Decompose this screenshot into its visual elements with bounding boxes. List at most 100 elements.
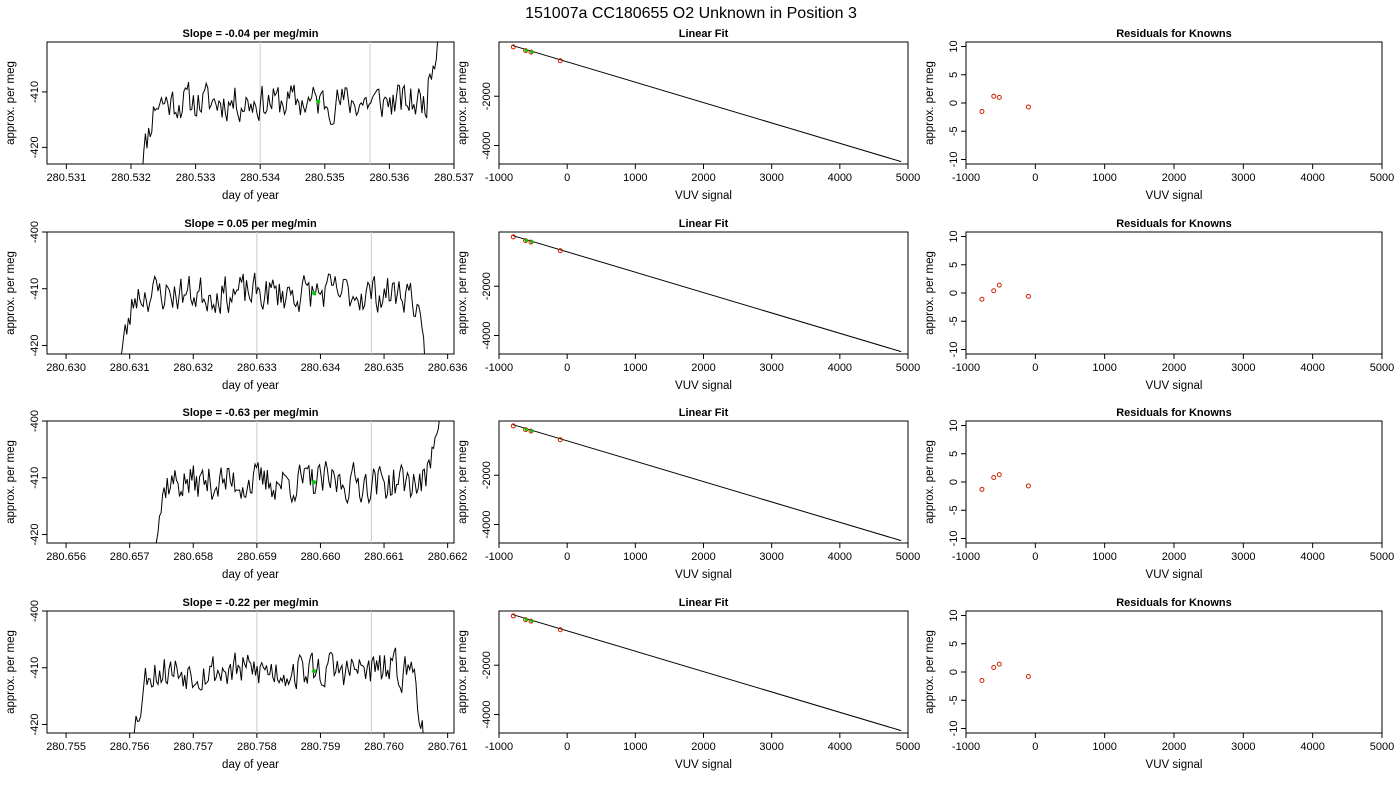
x-tick-label: 4000 [1300,551,1324,563]
measurement-trace [133,647,424,733]
x-axis-label: VUV signal [675,380,732,392]
x-tick-label: 4000 [828,172,852,184]
panel-timeseries-row1: Slope = -0.04 per meg/min 280.531 280.532 2… [5,28,474,202]
x-tick-label: 4000 [1300,172,1324,184]
unknown-point [524,617,528,621]
y-axis-label: approx. per meg [924,251,936,335]
x-tick-label: 280.659 [237,551,277,563]
x-tick-label: 0 [564,172,570,184]
x-axis-label: VUV signal [675,190,732,202]
x-tick-label: 280.760 [364,741,404,753]
panel-title: Slope = -0.04 per meg/min [182,28,318,40]
y-tick-label: -410 [29,278,41,300]
y-tick-label: 0 [948,479,960,485]
x-tick-label: 0 [1032,741,1038,753]
unknown-point [530,50,534,54]
panel-timeseries-row4: Slope = -0.22 per meg/min 280.755 280.756 2… [5,597,468,771]
y-tick-label: 10 [948,609,960,621]
y-tick-label: 10 [948,419,960,431]
x-tick-label: 0 [564,551,570,563]
plot-area [510,423,902,542]
x-tick-label: 5000 [896,741,920,753]
y-tick-label: 5 [948,451,960,457]
residual-point [991,288,997,294]
x-axis-label: VUV signal [675,759,732,771]
x-tick-label: 0 [1032,551,1038,563]
unknown-point [530,240,534,244]
y-tick-label: 0 [948,290,960,296]
x-tick-label: 280.756 [110,741,150,753]
x-tick-label: 1000 [1092,741,1116,753]
x-tick-label: 4000 [1300,741,1324,753]
x-tick-label: 5000 [1370,362,1394,374]
y-tick-label: -2000 [481,272,493,300]
y-tick-label: -4000 [481,510,493,538]
x-tick-label: 280.633 [237,362,277,374]
x-tick-label: 0 [1032,362,1038,374]
x-tick-label: 280.634 [301,362,341,374]
x-tick-label: 280.536 [370,172,410,184]
plot-area [120,232,425,354]
x-tick-label: 2000 [1162,172,1186,184]
x-tick-label: 5000 [896,362,920,374]
known-point [510,234,516,240]
x-axis-label: day of year [222,759,279,771]
panel-title: Slope = -0.22 per meg/min [182,597,318,609]
panel-title: Residuals for Knowns [1116,597,1232,609]
y-tick-label: -420 [29,713,41,735]
x-axis-label: day of year [222,569,279,581]
x-tick-label: 0 [564,741,570,753]
x-tick-label: 1000 [1092,172,1116,184]
residual-point [979,677,985,683]
panel-title: Residuals for Knowns [1116,28,1232,40]
y-tick-label: 0 [948,669,960,675]
x-axis-label: VUV signal [675,569,732,581]
residual-point [996,94,1002,100]
y-tick-label: -4000 [481,700,493,728]
unknown-mean-marker [312,291,317,296]
plot-area [155,421,440,543]
plot-area [510,613,902,732]
x-tick-label: 280.660 [301,551,341,563]
x-tick-label: 0 [1032,172,1038,184]
x-tick-label: 5000 [896,172,920,184]
known-point [510,44,516,50]
fit-line [512,45,902,163]
panel-residuals-row4: Residuals for Knowns -1000 0 1000 2000 3000 40… [924,597,1394,771]
x-axis-label: VUV signal [1146,380,1203,392]
plot-area [979,93,1031,114]
y-axis-label: approx. per meg [924,630,936,714]
x-tick-label: 1000 [623,172,647,184]
residual-point [979,108,985,114]
residual-point [979,296,985,302]
y-tick-label: -5 [948,505,960,515]
residual-point [1025,293,1031,299]
known-point [557,248,563,254]
x-tick-label: 5000 [1370,172,1394,184]
residual-point [1025,674,1031,680]
x-tick-label: 2000 [691,741,715,753]
x-tick-label: 3000 [759,741,783,753]
x-tick-label: 280.532 [111,172,151,184]
y-axis-label: approx. per meg [924,61,936,145]
x-tick-label: 1000 [623,741,647,753]
x-axis-label: VUV signal [1146,190,1203,202]
y-tick-label: -5 [948,316,960,326]
panel-grid: Slope = -0.04 per meg/min 280.531 280.532 2… [5,28,1394,771]
x-tick-label: 280.758 [237,741,277,753]
y-tick-label: 5 [948,262,960,268]
known-point [557,58,563,64]
x-tick-label: 3000 [759,172,783,184]
y-axis-label: approx. per meg [5,251,17,335]
x-tick-label: 3000 [1231,741,1255,753]
plot-frame [965,231,1383,355]
panel-fit-row4: Linear Fit -1000 0 1000 2000 3000 4000 5000 -200… [457,597,920,771]
y-tick-label: -10 [948,152,960,168]
x-tick-label: 280.657 [110,551,150,563]
plot-area [142,42,439,164]
unknown-point [524,48,528,52]
x-tick-label: 1000 [623,551,647,563]
residual-point [996,472,1002,478]
fit-line [512,424,902,542]
x-tick-label: -1000 [485,551,513,563]
